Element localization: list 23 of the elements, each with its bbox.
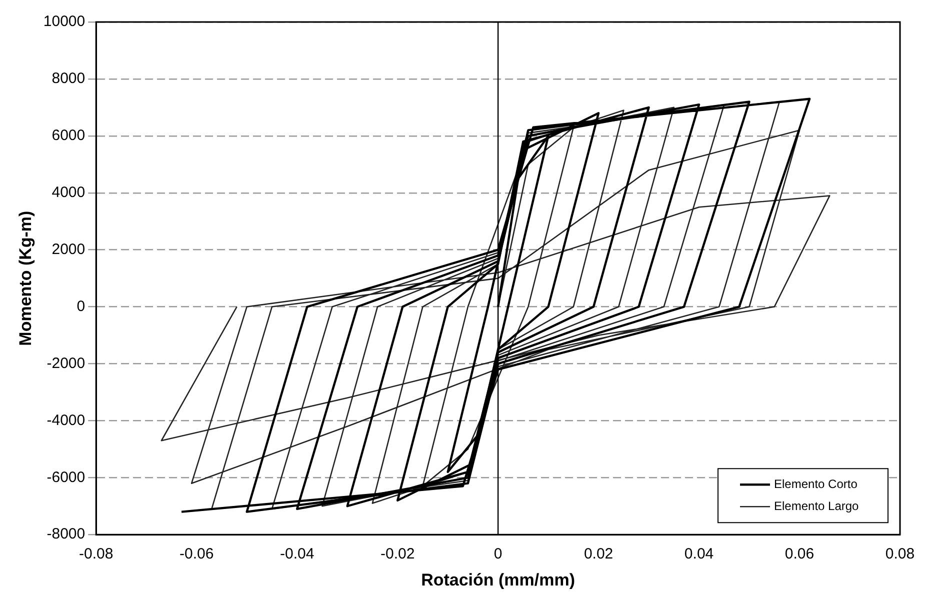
x-tick-label: -0.06 xyxy=(179,546,214,563)
y-tick-label: 4000 xyxy=(52,184,86,202)
y-tick-label: -2000 xyxy=(46,354,86,372)
x-tick-label: 0.06 xyxy=(784,546,814,563)
x-tick-label: -0.04 xyxy=(280,546,314,563)
x-tick-label: 0 xyxy=(494,546,502,563)
x-axis-title: Rotación (mm/mm) xyxy=(421,570,576,590)
y-tick-label: -6000 xyxy=(46,468,86,486)
y-tick-label: -4000 xyxy=(46,412,86,429)
y-tick-label: 0 xyxy=(76,298,86,315)
legend-label: Elemento Corto xyxy=(774,476,858,491)
legend-label: Elemento Largo xyxy=(774,498,860,513)
y-tick-label: 6000 xyxy=(52,127,86,144)
x-tick-label: 0.04 xyxy=(684,546,714,563)
y-tick-label: 2000 xyxy=(52,240,86,258)
x-tick-label: 0.08 xyxy=(885,546,915,563)
y-tick-label: 10000 xyxy=(43,13,86,30)
y-tick-label: 8000 xyxy=(52,70,86,88)
y-tick-label: -8000 xyxy=(46,526,86,543)
y-axis-title: Momento (Kg-m) xyxy=(16,210,35,346)
x-tick-label: 0.02 xyxy=(584,546,614,563)
x-tick-label: -0.02 xyxy=(380,546,415,563)
x-tick-label: -0.08 xyxy=(79,546,114,563)
